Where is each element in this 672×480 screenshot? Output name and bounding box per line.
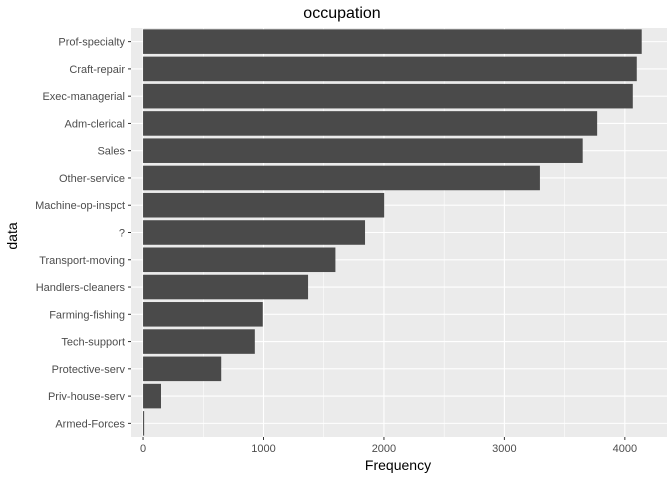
y-tick-label: Tech-support — [61, 337, 125, 349]
bar-handlers-cleaners — [143, 274, 309, 300]
x-tick-label: 1000 — [251, 443, 275, 455]
y-tick-label: Farming-fishing — [49, 309, 125, 321]
bar-protective-serv — [143, 356, 222, 382]
x-tick-label: 0 — [140, 443, 146, 455]
x-axis-title: Frequency — [365, 457, 431, 473]
y-tick-label: Other-service — [59, 173, 125, 185]
bar-other-service — [143, 165, 540, 191]
bar-machine-op-inspct — [143, 192, 385, 218]
x-axis: 0 1000 2000 3000 4000 — [140, 437, 637, 455]
bar-armed-forces — [143, 411, 145, 436]
y-tick-label: Armed-Forces — [55, 418, 125, 430]
x-tick-label: 2000 — [372, 443, 396, 455]
bar-farming-fishing — [143, 302, 263, 327]
bar-tech-support — [143, 329, 255, 354]
bar-sales — [143, 138, 583, 163]
x-tick-label: 3000 — [492, 443, 516, 455]
y-tick-label: Handlers-cleaners — [36, 282, 126, 294]
bar-priv-house-serv — [143, 383, 161, 409]
y-tick-label: Adm-clerical — [64, 118, 125, 130]
chart-title: occupation — [303, 5, 380, 22]
y-tick-label: Prof-specialty — [58, 37, 125, 49]
y-tick-label: Exec-managerial — [42, 91, 125, 103]
bars — [143, 29, 642, 436]
bar-craft-repair — [143, 56, 637, 82]
y-tick-label: Craft-repair — [69, 64, 125, 76]
y-axis: Prof-specialty Craft-repair Exec-manageria… — [35, 37, 131, 430]
x-tick-label: 4000 — [613, 443, 637, 455]
bar-prof-specialty — [143, 29, 642, 54]
y-tick-label: Priv-house-serv — [48, 391, 126, 403]
y-tick-label: ? — [119, 228, 125, 240]
bar-exec-managerial — [143, 83, 633, 109]
bar-adm-clerical — [143, 111, 598, 136]
y-tick-label: Transport-moving — [39, 255, 125, 267]
bar-unknown — [143, 220, 366, 245]
y-tick-label: Machine-op-inspct — [35, 200, 125, 212]
y-tick-label: Protective-serv — [52, 364, 126, 376]
y-axis-title: data — [4, 222, 20, 249]
y-tick-label: Sales — [97, 146, 125, 158]
bar-transport-moving — [143, 247, 336, 273]
